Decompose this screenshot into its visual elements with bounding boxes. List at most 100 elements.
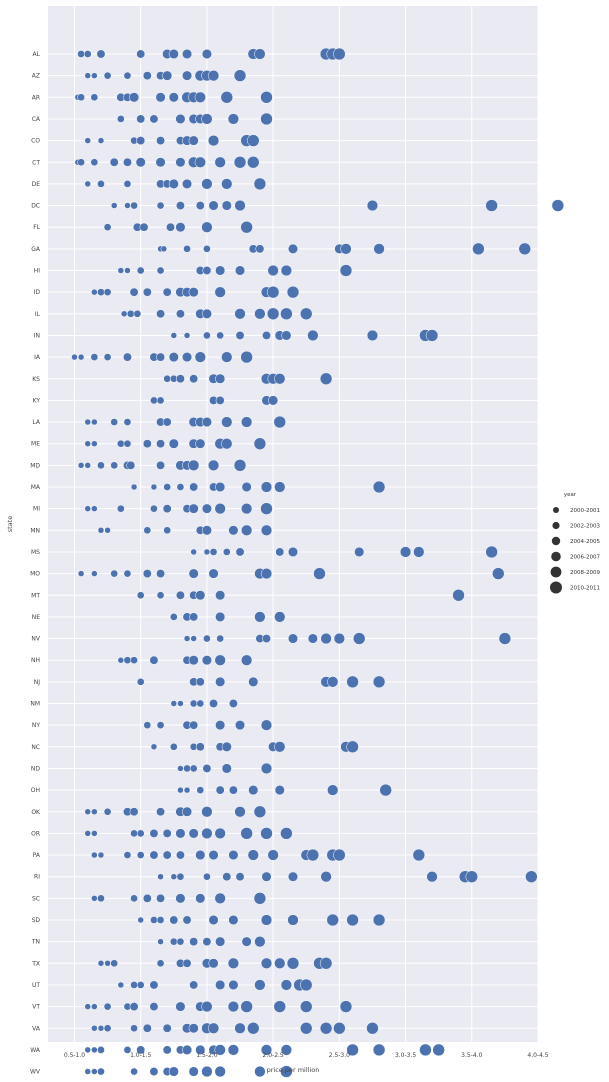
y-tick-label: NH (31, 657, 40, 664)
data-point (260, 112, 273, 126)
data-point (130, 656, 138, 665)
data-point (91, 1003, 98, 1010)
data-point (136, 591, 145, 600)
y-tick-label: MI (33, 506, 40, 513)
data-point (372, 675, 386, 689)
data-point (129, 807, 139, 817)
data-point (182, 806, 193, 817)
data-point (215, 481, 226, 493)
data-point (201, 1065, 213, 1078)
data-point (156, 136, 166, 146)
legend-marker (552, 521, 560, 530)
legend-label: 2002-2003 (570, 524, 600, 530)
data-point (319, 957, 333, 970)
y-tick-label: HI (34, 268, 41, 275)
data-point (214, 827, 226, 840)
data-point (260, 762, 273, 775)
data-point (129, 92, 140, 103)
data-point (190, 635, 197, 642)
data-point (182, 915, 192, 925)
data-point (327, 676, 339, 688)
data-point (195, 893, 206, 904)
data-point (103, 807, 112, 816)
data-point (142, 287, 152, 297)
data-point (281, 330, 292, 341)
legend-marker (551, 536, 561, 546)
data-point (255, 244, 265, 254)
data-point (137, 916, 144, 924)
data-point (175, 893, 186, 904)
x-tick-label: 3.0-3.5 (395, 1052, 416, 1059)
data-point (399, 546, 412, 558)
data-point (299, 1022, 313, 1035)
data-point (103, 223, 112, 232)
data-point (412, 848, 426, 862)
y-tick-label: GA (31, 246, 41, 253)
y-tick-label: PA (33, 852, 41, 859)
data-point (97, 461, 105, 470)
data-point (123, 656, 132, 665)
y-tick-label: TN (31, 939, 40, 946)
data-point (188, 568, 199, 579)
data-point (150, 396, 158, 405)
data-point (97, 527, 105, 534)
data-point (162, 850, 172, 860)
data-point (299, 307, 313, 321)
data-point (201, 827, 213, 840)
data-point (123, 1046, 132, 1054)
data-point (97, 1067, 105, 1076)
data-point (130, 829, 138, 838)
data-point (228, 785, 238, 795)
data-point (227, 113, 240, 125)
data-point (214, 1065, 226, 1078)
data-point (215, 611, 226, 622)
y-tick-label: DE (32, 181, 41, 188)
data-point (203, 245, 211, 253)
data-point (123, 418, 132, 426)
y-tick-label: RI (34, 874, 40, 881)
data-point (149, 1067, 159, 1077)
data-point (183, 332, 191, 339)
data-point (333, 848, 346, 862)
data-point (215, 395, 225, 405)
data-point (275, 547, 285, 557)
data-point (196, 699, 205, 708)
data-point (189, 612, 199, 622)
data-point (208, 568, 219, 579)
data-point (162, 828, 172, 838)
legend-marker (550, 566, 562, 578)
y-tick-label: NV (31, 636, 40, 643)
data-point (202, 937, 212, 947)
data-point (426, 871, 438, 883)
data-point (354, 546, 365, 558)
data-point (91, 851, 98, 859)
data-point (366, 329, 379, 342)
data-point (97, 1046, 105, 1054)
data-point (189, 699, 198, 708)
data-point (525, 870, 538, 883)
data-point (247, 134, 260, 147)
data-point (175, 222, 186, 233)
data-point (208, 200, 219, 211)
data-point (227, 957, 240, 969)
data-point (149, 850, 159, 860)
data-point (175, 157, 186, 168)
data-points (71, 47, 565, 1078)
data-point (117, 981, 125, 989)
legend-label: 2008-2009 (570, 570, 600, 576)
data-point (306, 848, 320, 862)
data-point (254, 1065, 266, 1078)
data-point (189, 720, 199, 730)
data-point (162, 70, 173, 81)
data-point (83, 50, 92, 58)
data-point (156, 893, 166, 903)
x-tick-label: 3.5-4.0 (461, 1052, 482, 1059)
data-point (117, 267, 125, 274)
data-point (221, 741, 232, 752)
data-point (136, 1045, 146, 1055)
data-point (201, 503, 212, 514)
data-point (91, 288, 98, 296)
data-point (233, 69, 247, 82)
data-point (130, 1024, 138, 1033)
data-point (203, 634, 211, 643)
